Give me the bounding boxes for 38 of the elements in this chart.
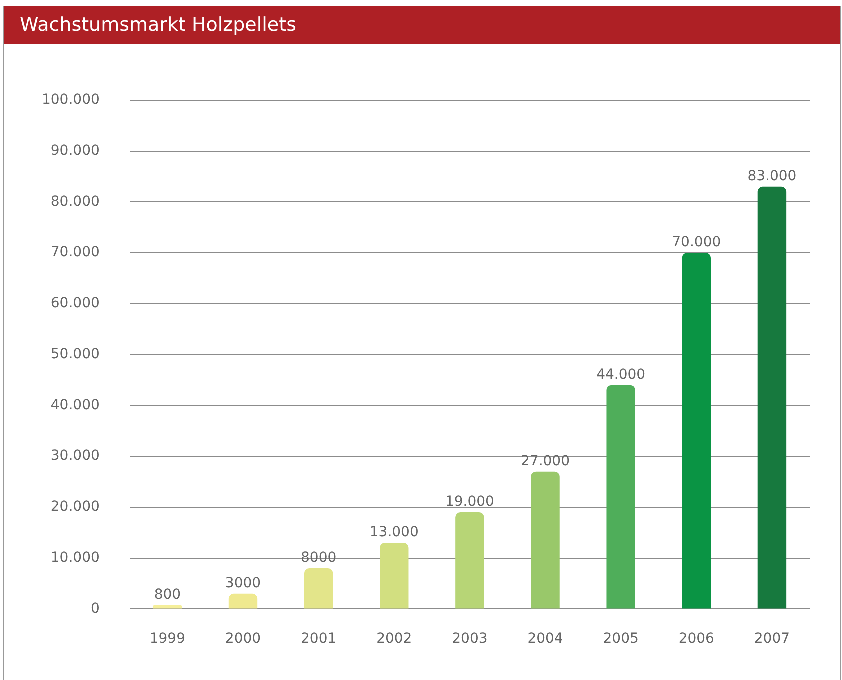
- x-tick-label: 1999: [150, 631, 186, 648]
- y-tick-label: 80.000: [50, 194, 100, 210]
- data-label: 3000: [225, 576, 262, 592]
- y-tick-label: 30.000: [50, 448, 100, 464]
- x-tick-label: 2007: [754, 631, 790, 648]
- bar: [758, 186, 787, 609]
- x-tick-label: 2005: [603, 631, 639, 648]
- bar: [228, 594, 258, 609]
- data-label: 70.000: [672, 234, 722, 251]
- bar: [304, 568, 334, 609]
- y-tick-label: 50.000: [50, 346, 100, 362]
- y-tick-label: 40.000: [50, 397, 100, 414]
- x-tick-label: 2002: [376, 631, 412, 648]
- data-label: 800: [154, 586, 182, 603]
- x-tick-label: 2004: [528, 631, 564, 648]
- bar: [682, 253, 712, 609]
- y-tick-label: 20.000: [50, 499, 100, 516]
- bar: [380, 543, 409, 609]
- data-label: 27.000: [521, 453, 570, 470]
- bar: [606, 385, 636, 609]
- y-tick-label: 0: [90, 600, 100, 617]
- y-tick-label: 90.000: [50, 142, 100, 159]
- data-label: 19.000: [445, 494, 494, 510]
- y-tick-label: 100.000: [42, 92, 100, 108]
- x-tick-label: 2006: [678, 631, 715, 648]
- bar: [531, 472, 560, 609]
- y-tick-label: 70.000: [50, 244, 100, 261]
- x-tick-label: 2001: [300, 631, 337, 648]
- bar: [456, 512, 484, 609]
- data-label: 83.000: [748, 168, 797, 185]
- x-tick-label: 2000: [225, 631, 262, 648]
- data-label: 13.000: [370, 524, 419, 541]
- y-tick-label: 60.000: [50, 296, 100, 312]
- data-label: 44.000: [596, 366, 646, 383]
- bar: [153, 605, 182, 609]
- x-tick-label: 2003: [452, 631, 488, 648]
- y-tick-label: 10.000: [50, 550, 100, 566]
- chart-title: Wachstumsmarkt Holzpellets: [4, 6, 840, 44]
